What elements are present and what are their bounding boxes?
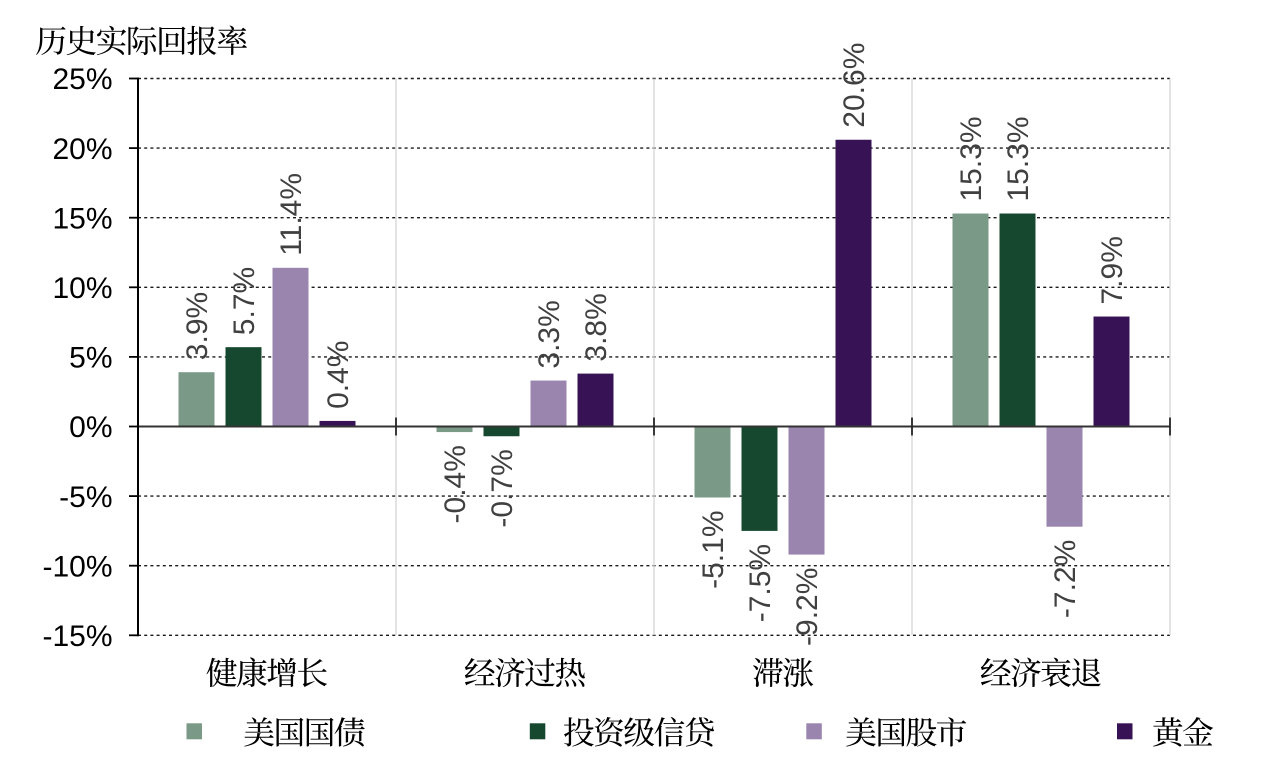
- svg-text:15%: 15%: [52, 202, 112, 235]
- svg-text:-5%: -5%: [59, 481, 112, 514]
- svg-text:-0.4%: -0.4%: [439, 445, 472, 523]
- svg-text:3.9%: 3.9%: [181, 292, 214, 360]
- svg-text:-7.5%: -7.5%: [744, 544, 777, 622]
- svg-text:15.3%: 15.3%: [1002, 116, 1035, 201]
- svg-text:-9.2%: -9.2%: [791, 568, 824, 646]
- svg-text:25%: 25%: [52, 63, 112, 96]
- svg-text:5.7%: 5.7%: [228, 267, 261, 335]
- svg-text:15.3%: 15.3%: [955, 116, 988, 201]
- svg-text:-0.7%: -0.7%: [486, 449, 519, 527]
- svg-text:0.4%: 0.4%: [322, 341, 355, 409]
- svg-text:7.9%: 7.9%: [1096, 236, 1129, 304]
- svg-text:5%: 5%: [69, 342, 112, 375]
- svg-text:-15%: -15%: [42, 620, 112, 653]
- svg-text:20%: 20%: [52, 133, 112, 166]
- svg-text:-7.2%: -7.2%: [1049, 540, 1082, 618]
- svg-text:-10%: -10%: [42, 550, 112, 583]
- svg-text:0%: 0%: [69, 411, 112, 444]
- svg-text:10%: 10%: [52, 272, 112, 305]
- svg-text:11.4%: 11.4%: [275, 173, 308, 256]
- svg-text:-5.1%: -5.1%: [697, 511, 730, 589]
- svg-text:3.3%: 3.3%: [533, 300, 566, 368]
- svg-text:20.6%: 20.6%: [838, 43, 871, 128]
- svg-text:3.8%: 3.8%: [580, 293, 613, 361]
